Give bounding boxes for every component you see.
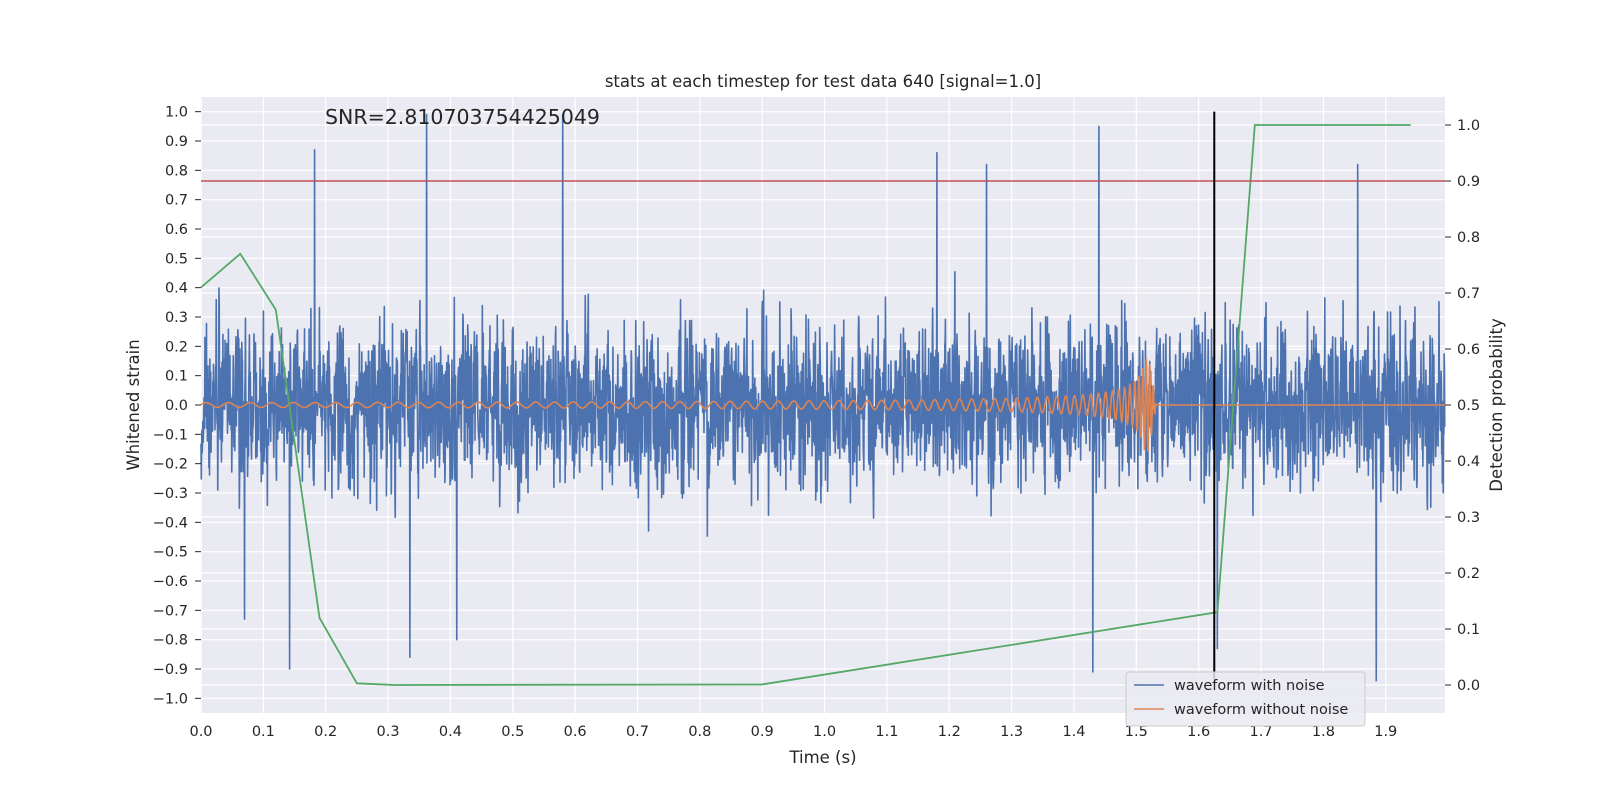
legend: waveform with noise waveform without noi… xyxy=(1125,671,1366,727)
x-tick-label: 1.4 xyxy=(1062,724,1085,740)
y-tick-label: 0.9 xyxy=(165,134,188,150)
legend-label-noise: waveform with noise xyxy=(1174,678,1325,694)
axis-ticks: 0.0 0.1 0.2 0.3 0.4 0.5 0.6 0.7 0.8 0.9 1.0 1.1 1.2 1… xyxy=(153,105,1480,740)
x-tick-label: 0.2 xyxy=(314,724,337,740)
y-tick-label: 0.7 xyxy=(165,193,188,209)
x-tick-label: 0.3 xyxy=(377,724,400,740)
y-tick-label: −0.1 xyxy=(153,427,188,443)
series-detection-probability xyxy=(200,124,1411,686)
y-tick-label: −0.9 xyxy=(153,662,188,678)
y2-tick-label: 0.7 xyxy=(1457,286,1480,302)
chart-title: stats at each timestep for test data 640… xyxy=(605,72,1041,91)
y-tick-label: −0.2 xyxy=(153,457,188,473)
y-tick-label: 0.4 xyxy=(165,281,188,297)
x-tick-label: 1.0 xyxy=(813,724,836,740)
legend-box xyxy=(1125,671,1366,727)
x-tick-label: 0.5 xyxy=(501,724,524,740)
y2-tick-label: 0.8 xyxy=(1457,230,1480,246)
y2-axis-label: Detection probability xyxy=(1487,318,1506,492)
x-tick-label: 0.4 xyxy=(439,724,462,740)
x-tick-label: 1.9 xyxy=(1374,724,1397,740)
y-tick-label: −0.6 xyxy=(153,574,188,590)
y-tick-label: −1.0 xyxy=(153,691,188,707)
y-tick-label: 0.1 xyxy=(165,369,188,385)
y-tick-label: 1.0 xyxy=(165,105,188,121)
y2-tick-label: 0.0 xyxy=(1457,678,1480,694)
x-tick-label: 0.6 xyxy=(564,724,587,740)
snr-annotation: SNR=2.810703754425049 xyxy=(325,105,600,129)
y-tick-label: −0.7 xyxy=(153,603,188,619)
y-axis-label: Whitened strain xyxy=(124,339,143,470)
y2-tick-label: 0.2 xyxy=(1457,566,1480,582)
y-tick-label: 0.2 xyxy=(165,339,188,355)
x-tick-label: 1.1 xyxy=(875,724,898,740)
x-tick-label: 0.7 xyxy=(626,724,649,740)
y-tick-label: 0.6 xyxy=(165,222,188,238)
y2-tick-label: 0.4 xyxy=(1457,454,1480,470)
x-tick-label: 0.1 xyxy=(252,724,275,740)
y-tick-label: −0.8 xyxy=(153,633,188,649)
x-tick-label: 1.3 xyxy=(1000,724,1023,740)
x-tick-label: 1.2 xyxy=(938,724,961,740)
series-waveform-without-noise xyxy=(200,358,1445,452)
y-tick-label: −0.3 xyxy=(153,486,188,502)
reference-lines xyxy=(201,111,1445,684)
x-tick-label: 1.6 xyxy=(1187,724,1210,740)
x-tick-label: 1.8 xyxy=(1312,724,1335,740)
x-axis-label: Time (s) xyxy=(788,748,856,767)
x-tick-label: 0.9 xyxy=(751,724,774,740)
y-tick-label: −0.4 xyxy=(153,515,188,531)
legend-label-clean: waveform without noise xyxy=(1174,702,1348,718)
y2-tick-label: 0.5 xyxy=(1457,398,1480,414)
y2-tick-label: 1.0 xyxy=(1457,118,1480,134)
x-tick-label: 1.5 xyxy=(1125,724,1148,740)
x-tick-label: 0.0 xyxy=(189,724,212,740)
y-tick-label: −0.5 xyxy=(153,545,188,561)
y-tick-label: 0.5 xyxy=(165,251,188,267)
x-tick-label: 0.8 xyxy=(688,724,711,740)
y2-tick-label: 0.1 xyxy=(1457,622,1480,638)
waveform-without-noise-line xyxy=(200,358,1445,452)
y2-tick-label: 0.3 xyxy=(1457,510,1480,526)
y-tick-label: 0.8 xyxy=(165,163,188,179)
x-tick-label: 1.7 xyxy=(1250,724,1273,740)
y-tick-label: 0.3 xyxy=(165,310,188,326)
y-tick-label: 0.0 xyxy=(165,398,188,414)
y2-tick-label: 0.9 xyxy=(1457,174,1480,190)
y2-tick-label: 0.6 xyxy=(1457,342,1480,358)
detection-probability-line xyxy=(200,124,1411,686)
